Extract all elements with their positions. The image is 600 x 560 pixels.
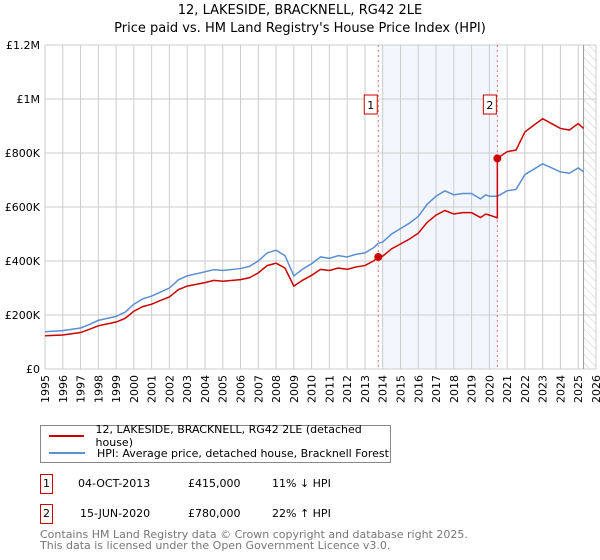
legend-swatch-hpi xyxy=(49,452,85,454)
hpi-diff: 22% ↑ HPI xyxy=(272,507,331,520)
transaction-row: 1 04-OCT-2013 £415,000 11% ↓ HPI xyxy=(40,474,440,494)
x-tick-label: 2001 xyxy=(146,375,159,403)
x-tick-label: 1997 xyxy=(75,375,88,403)
x-tick-label: 1998 xyxy=(92,375,105,403)
footer: Contains HM Land Registry data © Crown c… xyxy=(40,529,468,551)
x-tick-label: 2013 xyxy=(359,375,372,403)
x-tick-label: 2005 xyxy=(217,375,230,403)
x-tick-label: 1999 xyxy=(110,375,123,403)
chart-title: 12, LAKESIDE, BRACKNELL, RG42 2LE Price … xyxy=(0,2,600,38)
y-tick-label: £600K xyxy=(5,201,41,214)
series-line-property xyxy=(44,117,585,337)
x-tick-label: 1995 xyxy=(39,375,52,403)
legend-hpi: HPI: Average price, detached house, Brac… xyxy=(49,446,389,460)
price: £415,000 xyxy=(188,477,241,490)
y-tick-label: £200K xyxy=(5,309,41,322)
transaction-row: 2 15-JUN-2020 £780,000 22% ↑ HPI xyxy=(40,504,440,524)
x-tick-label: 1996 xyxy=(57,375,70,403)
x-tick-label: 2012 xyxy=(341,375,354,403)
marker-badge: 2 xyxy=(40,504,53,524)
sale-point xyxy=(493,154,502,163)
y-tick-label: £1M xyxy=(17,93,41,106)
x-tick-label: 2025 xyxy=(572,375,585,403)
price: £780,000 xyxy=(188,507,241,520)
legend-label: HPI: Average price, detached house, Brac… xyxy=(97,446,389,460)
hpi-diff: 11% ↓ HPI xyxy=(272,477,331,490)
legend-property: 12, LAKESIDE, BRACKNELL, RG42 2LE (detac… xyxy=(49,423,390,449)
x-tick-label: 2017 xyxy=(430,375,443,403)
x-tick-label: 2015 xyxy=(394,375,407,403)
sale-point xyxy=(374,252,383,261)
footer-line: This data is licensed under the Open Gov… xyxy=(40,539,391,552)
sale-badge xyxy=(363,94,378,115)
x-tick-label: 2011 xyxy=(323,375,336,403)
x-tick-label: 2026 xyxy=(590,375,600,403)
title-line: 12, LAKESIDE, BRACKNELL, RG42 2LE xyxy=(177,3,423,18)
x-tick-label: 2022 xyxy=(519,375,532,403)
x-tick-label: 2019 xyxy=(466,375,479,403)
x-tick-label: 2004 xyxy=(199,375,212,403)
x-tick-label: 2014 xyxy=(377,375,390,403)
x-tick-label: 2009 xyxy=(288,375,301,403)
x-tick-label: 2016 xyxy=(412,375,425,403)
x-tick-label: 2020 xyxy=(483,375,496,403)
y-tick-label: £400K xyxy=(5,255,41,268)
x-tick-label: 2024 xyxy=(554,375,567,403)
date: 15-JUN-2020 xyxy=(80,507,151,520)
sale-badge-label: 2 xyxy=(486,99,493,112)
x-tick-label: 2006 xyxy=(235,375,248,403)
y-tick-label: £800K xyxy=(5,147,41,160)
sale-badge xyxy=(482,94,497,115)
x-tick-label: 2021 xyxy=(501,375,514,403)
x-tick-label: 2002 xyxy=(163,375,176,403)
x-tick-label: 2023 xyxy=(537,375,550,403)
footer-line: Contains HM Land Registry data © Crown c… xyxy=(40,528,468,541)
legend-label: 12, LAKESIDE, BRACKNELL, RG42 2LE (detac… xyxy=(95,423,362,449)
x-tick-label: 2010 xyxy=(306,375,319,403)
subtitle-line: Price paid vs. HM Land Registry's House … xyxy=(114,21,486,36)
x-tick-label: 2003 xyxy=(181,375,194,403)
legend-swatch-property xyxy=(49,435,84,437)
x-tick-label: 2008 xyxy=(270,375,283,403)
price-chart: 1995 1996 1997 1998 1999 2000 2001 2002 2003 2004… xyxy=(5,39,600,403)
y-tick-label: £0 xyxy=(26,363,40,376)
legend: 12, LAKESIDE, BRACKNELL, RG42 2LE (detac… xyxy=(40,423,391,463)
series-line-hpi xyxy=(44,162,585,333)
sale-badge-label: 1 xyxy=(367,99,374,112)
date: 04-OCT-2013 xyxy=(78,477,151,490)
marker-badge: 1 xyxy=(40,474,53,494)
y-tick-label: £1.2M xyxy=(6,39,40,52)
x-tick-label: 2000 xyxy=(128,375,141,403)
x-tick-label: 2007 xyxy=(252,375,265,403)
x-tick-label: 2018 xyxy=(448,375,461,403)
